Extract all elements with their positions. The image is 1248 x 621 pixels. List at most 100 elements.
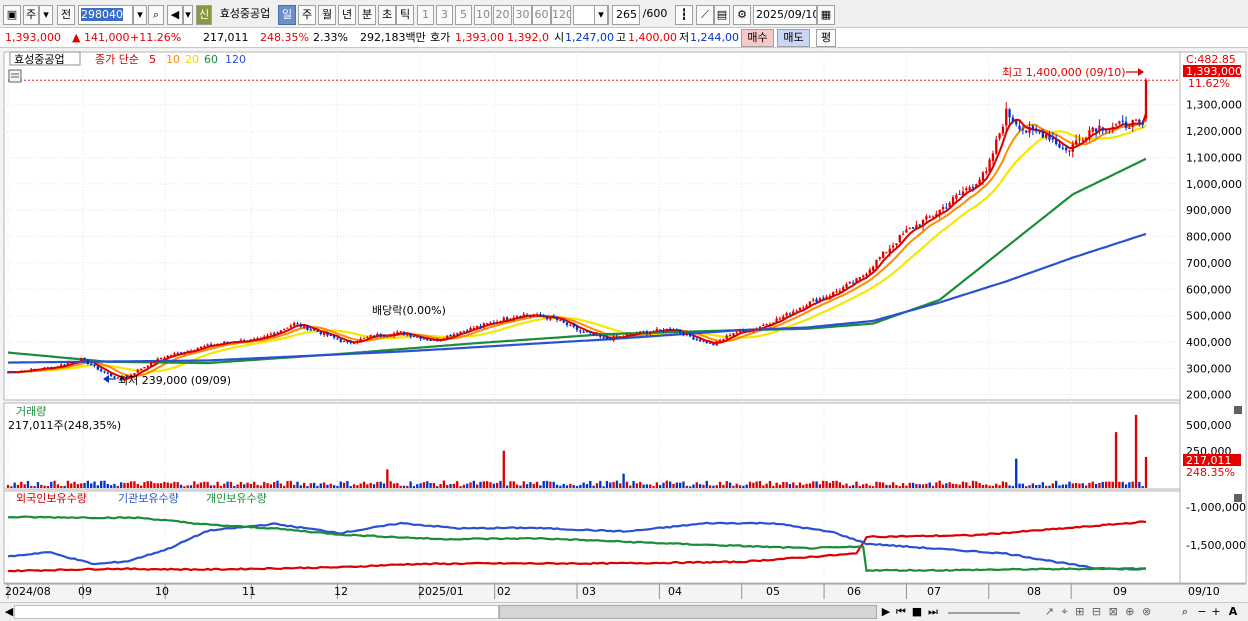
interval-30-button[interactable]: 30	[513, 5, 532, 25]
interval-3-button[interactable]: 3	[436, 5, 453, 25]
institution-holdings-legend[interactable]: 기관보유수량	[118, 492, 179, 505]
interval-5-button[interactable]: 5	[455, 5, 472, 25]
volume-bar	[632, 481, 635, 488]
speaker-dropdown-icon[interactable]: ▾	[183, 5, 193, 25]
period-year-button[interactable]: 년	[338, 5, 356, 25]
scroll-left-icon[interactable]: ◀	[4, 605, 14, 618]
period-day-button[interactable]: 일	[278, 5, 296, 25]
scroll-right-icon[interactable]: ▶	[881, 605, 891, 618]
candle	[1018, 125, 1021, 130]
first-page-icon[interactable]: ⏮	[896, 605, 906, 618]
holdings-panel-close-icon[interactable]	[1234, 494, 1242, 502]
candle	[249, 339, 253, 342]
candle	[615, 336, 619, 338]
interval-120-button[interactable]: 120	[551, 5, 571, 25]
date-input[interactable]: 2025/09/10	[753, 5, 817, 25]
market-selector[interactable]: 주	[23, 5, 39, 25]
evaluate-button[interactable]: 평	[816, 29, 836, 47]
candle-settings-icon[interactable]: ┇	[675, 5, 693, 25]
scroll-track[interactable]	[14, 605, 499, 619]
calendar-icon[interactable]: ▦	[817, 5, 835, 25]
save-icon[interactable]: ▤	[714, 5, 730, 25]
table-toggle-icon[interactable]	[8, 69, 22, 83]
candle	[529, 315, 532, 317]
individual-holdings-legend[interactable]: 개인보유수량	[206, 492, 267, 505]
candle	[1054, 139, 1058, 145]
candle	[109, 373, 113, 377]
period-month-button[interactable]: 월	[318, 5, 336, 25]
window-layout-icon[interactable]: ▣	[3, 5, 21, 25]
candle	[432, 339, 436, 341]
code-dropdown-icon[interactable]: ▾	[133, 5, 147, 25]
interval-60-button[interactable]: 60	[532, 5, 551, 25]
zoom-in-icon[interactable]: +	[1211, 605, 1221, 618]
zoom-track[interactable]	[948, 604, 1020, 614]
speaker-icon[interactable]: ◀	[167, 5, 183, 25]
stop-icon[interactable]: ■	[911, 605, 923, 618]
volume-bar	[805, 483, 808, 488]
price-tick-label: 800,000	[1186, 231, 1232, 244]
volume-legend[interactable]: 거래량	[16, 405, 46, 418]
interval-20-button[interactable]: 20	[493, 5, 512, 25]
main-legend-ma-prefix[interactable]: 종가 단순	[95, 53, 139, 66]
foreign-holdings-legend[interactable]: 외국인보유수량	[16, 492, 87, 505]
candle	[332, 334, 336, 338]
main-legend-stock[interactable]: 효성중공업	[14, 53, 65, 66]
font-size-icon[interactable]: A	[1228, 605, 1238, 618]
last-page-icon[interactable]: ⏭	[928, 605, 938, 618]
ma20-legend[interactable]: 20	[185, 53, 199, 66]
volume-bar	[216, 481, 219, 488]
period-second-button[interactable]: 초	[378, 5, 396, 25]
volume-bar	[1078, 483, 1081, 488]
chart-area[interactable]: 200,000 300,000 400,000 500,000 600,000 700,0…	[0, 49, 1248, 602]
volume-bar	[183, 486, 186, 488]
candle	[16, 371, 20, 373]
candle	[1121, 120, 1124, 122]
chart-scrollbar[interactable]: ◀ ▶ ⏮ ■ ⏭ ↗ ⌖ ⊞ ⊟ ⊠ ⊕ ⊗ ⌕ − + A	[0, 602, 1248, 621]
ma60-legend[interactable]: 60	[204, 53, 218, 66]
candle	[798, 307, 802, 310]
gear-icon[interactable]: ⚙	[733, 5, 751, 25]
volume-bar	[412, 486, 416, 488]
volume-bar	[10, 486, 13, 488]
sell-button[interactable]: 매도	[777, 29, 810, 47]
ma120-legend[interactable]: 120	[225, 53, 246, 66]
candle	[795, 310, 798, 312]
volume-bar	[1061, 484, 1064, 488]
candle	[732, 333, 735, 336]
bar-count-input[interactable]: 265	[612, 5, 640, 25]
candle	[855, 278, 858, 284]
period-tick-button[interactable]: 틱	[396, 5, 414, 25]
stock-code-input[interactable]: 298040	[78, 5, 133, 25]
volume-bar	[126, 482, 129, 488]
market-dropdown-icon[interactable]: ▾	[39, 5, 53, 25]
scroll-thumb[interactable]	[499, 605, 877, 619]
ma5-legend[interactable]: 5	[149, 53, 156, 66]
buy-button[interactable]: 매수	[741, 29, 774, 47]
volume-panel-close-icon[interactable]	[1234, 406, 1242, 414]
custom-interval-dropdown-icon[interactable]: ▾	[594, 5, 608, 25]
candle	[123, 378, 126, 381]
candle	[722, 339, 725, 341]
volume-bar	[266, 483, 269, 488]
magnifier-icon[interactable]: ⌕	[1181, 605, 1189, 618]
zoom-out-icon[interactable]: −	[1197, 605, 1207, 618]
candle	[735, 332, 738, 334]
candle	[113, 376, 116, 378]
volume-bar	[1054, 480, 1058, 488]
interval-10-button[interactable]: 10	[474, 5, 492, 25]
search-icon[interactable]: ⌕	[148, 5, 164, 25]
volume-bar	[153, 483, 156, 488]
indicator-icon[interactable]: ⟋	[696, 5, 714, 25]
ma10-legend[interactable]: 10	[166, 53, 180, 66]
full-market-button[interactable]: 전	[57, 5, 75, 25]
candle	[76, 361, 80, 363]
candle	[352, 342, 356, 344]
candle	[296, 323, 299, 325]
volume-bar	[485, 481, 489, 488]
period-minute-button[interactable]: 분	[358, 5, 376, 25]
drawing-tools-icon[interactable]: ↗ ⌖ ⊞ ⊟ ⊠ ⊕ ⊗	[1044, 605, 1154, 618]
interval-1-button[interactable]: 1	[417, 5, 434, 25]
candle	[20, 370, 23, 372]
period-week-button[interactable]: 주	[298, 5, 316, 25]
